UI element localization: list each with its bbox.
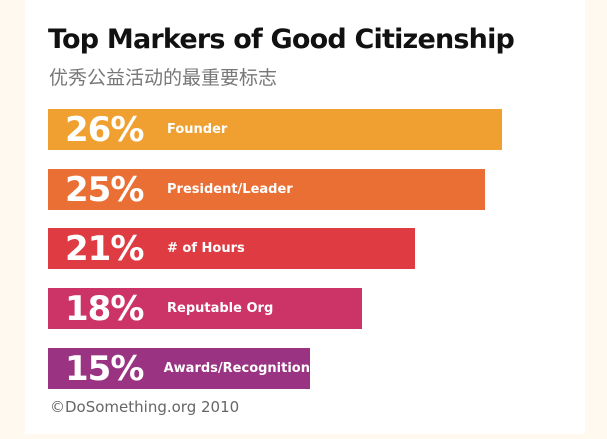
- bar-value: 21%: [65, 228, 144, 269]
- source-credit: ©DoSomething.org 2010: [50, 398, 240, 416]
- bar-label: Awards/Recognition: [163, 361, 310, 376]
- bar-value: 15%: [65, 348, 144, 389]
- bar-label: Founder: [167, 122, 228, 137]
- bar-label: # of Hours: [167, 241, 245, 256]
- bar-hours: 21% # of Hours: [48, 228, 415, 269]
- bar-label: President/Leader: [167, 182, 293, 197]
- bar-founder: 26% Founder: [48, 109, 502, 150]
- chart-title: Top Markers of Good Citizenship: [48, 24, 515, 55]
- bar-awards-recognition: 15% Awards/Recognition: [48, 348, 310, 389]
- chart-subtitle: 优秀公益活动的最重要标志: [49, 67, 278, 89]
- bar-reputable-org: 18% Reputable Org: [48, 288, 362, 329]
- bar-value: 26%: [65, 109, 144, 150]
- bar-president-leader: 25% President/Leader: [48, 169, 485, 210]
- bar-value: 25%: [65, 169, 144, 210]
- bar-label: Reputable Org: [167, 301, 274, 316]
- bar-value: 18%: [65, 288, 144, 329]
